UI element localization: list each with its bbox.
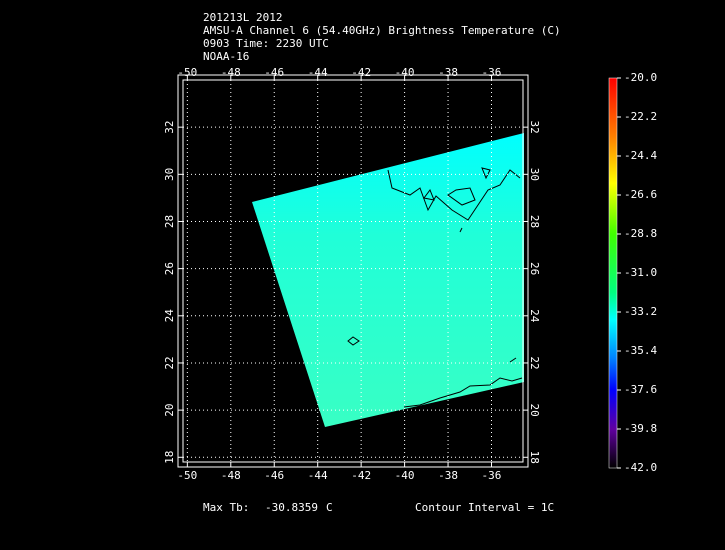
- x-tick-label: -46: [264, 66, 284, 79]
- colorbar-label: -26.6: [624, 188, 657, 201]
- x-tick-label: -42: [351, 469, 371, 482]
- x-tick-label: -36: [482, 66, 502, 79]
- y-tick-label: 18: [528, 451, 541, 464]
- y-tick-label: 22: [528, 356, 541, 369]
- header-line: AMSU-A Channel 6 (54.40GHz) Brightness T…: [203, 24, 561, 37]
- y-tick-label: 30: [528, 168, 541, 181]
- y-tick-label: 24: [528, 309, 541, 323]
- colorbar-label: -42.0: [624, 461, 657, 474]
- x-tick-label: -48: [221, 469, 241, 482]
- y-tick-label: 28: [163, 215, 176, 228]
- x-tick-label: -36: [482, 469, 502, 482]
- y-tick-label: 30: [163, 168, 176, 181]
- colorbar-label: -37.6: [624, 383, 657, 396]
- x-tick-label: -50: [177, 469, 197, 482]
- y-tick-label: 26: [528, 262, 541, 275]
- header-line: 201213L 2012: [203, 11, 282, 24]
- y-tick-label: 32: [528, 121, 541, 134]
- y-tick-label: 32: [163, 121, 176, 134]
- x-tick-label: -48: [221, 66, 241, 79]
- y-tick-label: 28: [528, 215, 541, 228]
- x-tick-label: -40: [395, 66, 415, 79]
- colorbar: [608, 77, 618, 469]
- colorbar-label: -39.8: [624, 422, 657, 435]
- colorbar-label: -31.0: [624, 266, 657, 279]
- y-tick-label: 20: [528, 403, 541, 416]
- max-unit: C: [326, 501, 333, 514]
- x-tick-label: -42: [351, 66, 371, 79]
- x-tick-label: -44: [308, 469, 328, 482]
- colorbar-label: -28.8: [624, 227, 657, 240]
- y-tick-label: 22: [163, 356, 176, 369]
- x-tick-label: -38: [438, 66, 458, 79]
- colorbar-label: -20.0: [624, 71, 657, 84]
- contours: [347, 167, 523, 408]
- x-tick-label: -44: [308, 66, 328, 79]
- y-tick-label: 24: [163, 309, 176, 323]
- header-line: 0903 Time: 2230 UTC: [203, 37, 329, 50]
- max-label: Max Tb:: [203, 501, 249, 514]
- y-tick-label: 18: [163, 451, 176, 464]
- colorbar-label: -35.4: [624, 344, 657, 357]
- y-tick-label: 26: [163, 262, 176, 275]
- frame-inner: [182, 79, 524, 463]
- contour-interval: Contour Interval = 1C: [415, 501, 554, 514]
- colorbar-label: -33.2: [624, 305, 657, 318]
- colorbar-label: -22.2: [624, 110, 657, 123]
- frame: [177, 74, 529, 468]
- x-tick-label: -40: [395, 469, 415, 482]
- header-line: NOAA-16: [203, 50, 249, 63]
- x-tick-label: -50: [177, 66, 197, 79]
- x-tick-label: -38: [438, 469, 458, 482]
- max-value: -30.8359: [265, 501, 318, 514]
- y-tick-label: 20: [163, 403, 176, 416]
- colorbar-label: -24.4: [624, 149, 657, 162]
- swath: [252, 133, 524, 427]
- x-tick-label: -46: [264, 469, 284, 482]
